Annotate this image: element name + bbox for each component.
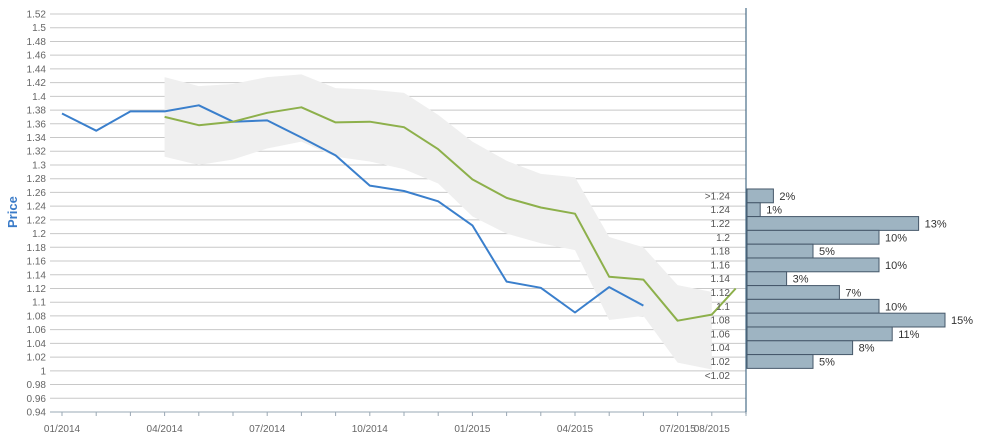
histogram-category-label: 1.12	[711, 288, 731, 299]
y-tick-label: 1.52	[27, 10, 47, 21]
y-tick-label: 1.26	[27, 188, 47, 199]
x-tick-label: 10/2014	[352, 424, 389, 435]
histogram-value-label: 11%	[898, 329, 919, 341]
histogram-category-label: 1.14	[711, 274, 731, 285]
histogram-value-label: 2%	[779, 191, 795, 203]
histogram-category-label: 1.2	[716, 233, 730, 244]
y-tick-label: 1.4	[32, 92, 46, 103]
histogram-value-label: 13%	[925, 218, 947, 230]
grid-lines	[50, 13, 746, 413]
x-tick-label: 08/2015	[694, 424, 731, 435]
histogram-bar	[746, 285, 840, 300]
histogram-value-label: 10%	[885, 232, 907, 244]
y-tick-label: 1.3	[32, 160, 46, 171]
histogram-category-label: 1.08	[711, 316, 731, 327]
histogram-category-label: 1.16	[711, 260, 731, 271]
series-lines	[61, 104, 737, 322]
histogram-bar	[746, 312, 946, 328]
histogram-value-label: 5%	[819, 356, 835, 368]
y-tick-label: 1.34	[27, 133, 47, 144]
histogram-value-label: 3%	[793, 274, 809, 286]
histogram-value-label: 1%	[766, 205, 782, 217]
histogram-category-label: >1.24	[705, 191, 731, 202]
y-tick-label: 1.5	[32, 23, 46, 34]
histogram-value-label: 8%	[859, 343, 875, 355]
distribution-histogram: >1.24 2% 1.24 1% 1.22 13% 1.2 10% 1.18 5% 1.16 10% 1…	[705, 188, 973, 382]
y-tick-label: 1.38	[27, 106, 47, 117]
y-axis-label: Price	[5, 196, 20, 228]
histogram-category-label: 1.04	[711, 343, 731, 354]
histogram-category-label: 1.24	[711, 205, 731, 216]
forecast-series-line	[164, 106, 737, 322]
histogram-category-label: <1.02	[705, 371, 731, 382]
y-tick-label: 1.24	[27, 202, 47, 213]
y-tick-label: 1.28	[27, 174, 47, 185]
y-tick-label: 1.2	[32, 229, 46, 240]
histogram-bar	[746, 202, 761, 218]
actual-series-line	[61, 104, 644, 314]
histogram-bar	[746, 326, 893, 342]
y-tick-label: 1.04	[27, 339, 47, 350]
histogram-category-label: 1.1	[716, 302, 730, 313]
histogram-bar	[746, 271, 788, 287]
y-tick-labels: 0.94 0.96 0.98 1 1.02 1.04 1.06 1.08 1.1 1.12 1.14…	[27, 10, 47, 419]
x-tick-labels: 01/2014 04/2014 07/2014 10/2014 01/2015 04/20…	[44, 424, 730, 435]
x-tick-label: 04/2015	[557, 424, 594, 435]
y-tick-label: 1.48	[27, 37, 47, 48]
confidence-band-area	[164, 74, 712, 370]
y-tick-label: 1.12	[27, 284, 47, 295]
histogram-value-label: 10%	[885, 260, 907, 272]
histogram-category-label: 1.22	[711, 219, 731, 230]
histogram-category-label: 1.18	[711, 247, 731, 258]
y-tick-label: 0.96	[27, 394, 47, 405]
y-tick-label: 1.36	[27, 119, 47, 130]
histogram-bar	[746, 257, 880, 273]
y-tick-label: 1.14	[27, 270, 47, 281]
y-tick-label: 0.98	[27, 380, 47, 391]
y-tick-label: 1.32	[27, 147, 47, 158]
axes	[50, 8, 747, 416]
histogram-bar	[746, 340, 854, 356]
histogram-category-label: 1.06	[711, 329, 731, 340]
y-tick-label: 1	[40, 366, 46, 377]
y-tick-label: 1.22	[27, 215, 47, 226]
y-tick-label: 0.94	[27, 408, 47, 419]
histogram-bar	[746, 298, 880, 314]
y-tick-label: 1.06	[27, 325, 47, 336]
x-tick-label: 04/2014	[147, 424, 184, 435]
y-tick-label: 1.1	[32, 298, 46, 309]
histogram-value-label: 15%	[951, 315, 973, 327]
histogram-value-label: 7%	[845, 287, 861, 299]
x-tick-label: 07/2015	[660, 424, 697, 435]
confidence-band	[164, 74, 712, 370]
histogram-bar	[746, 229, 880, 245]
y-tick-label: 1.08	[27, 311, 47, 322]
y-tick-label: 1.18	[27, 243, 47, 254]
histogram-bar	[746, 354, 814, 369]
histogram-value-label: 5%	[819, 246, 835, 258]
x-tick-label: 01/2014	[44, 424, 81, 435]
x-tick-label: 07/2014	[249, 424, 286, 435]
y-tick-label: 1.42	[27, 78, 47, 89]
y-tick-label: 1.46	[27, 51, 47, 62]
histogram-bar	[746, 216, 920, 231]
x-tick-label: 01/2015	[454, 424, 491, 435]
y-tick-label: 1.16	[27, 257, 47, 268]
histogram-bar	[746, 243, 814, 259]
y-tick-label: 1.02	[27, 353, 47, 364]
histogram-value-label: 10%	[885, 301, 907, 313]
histogram-bar	[746, 188, 774, 204]
y-tick-label: 1.44	[27, 64, 47, 75]
histogram-category-label: 1.02	[711, 357, 731, 368]
